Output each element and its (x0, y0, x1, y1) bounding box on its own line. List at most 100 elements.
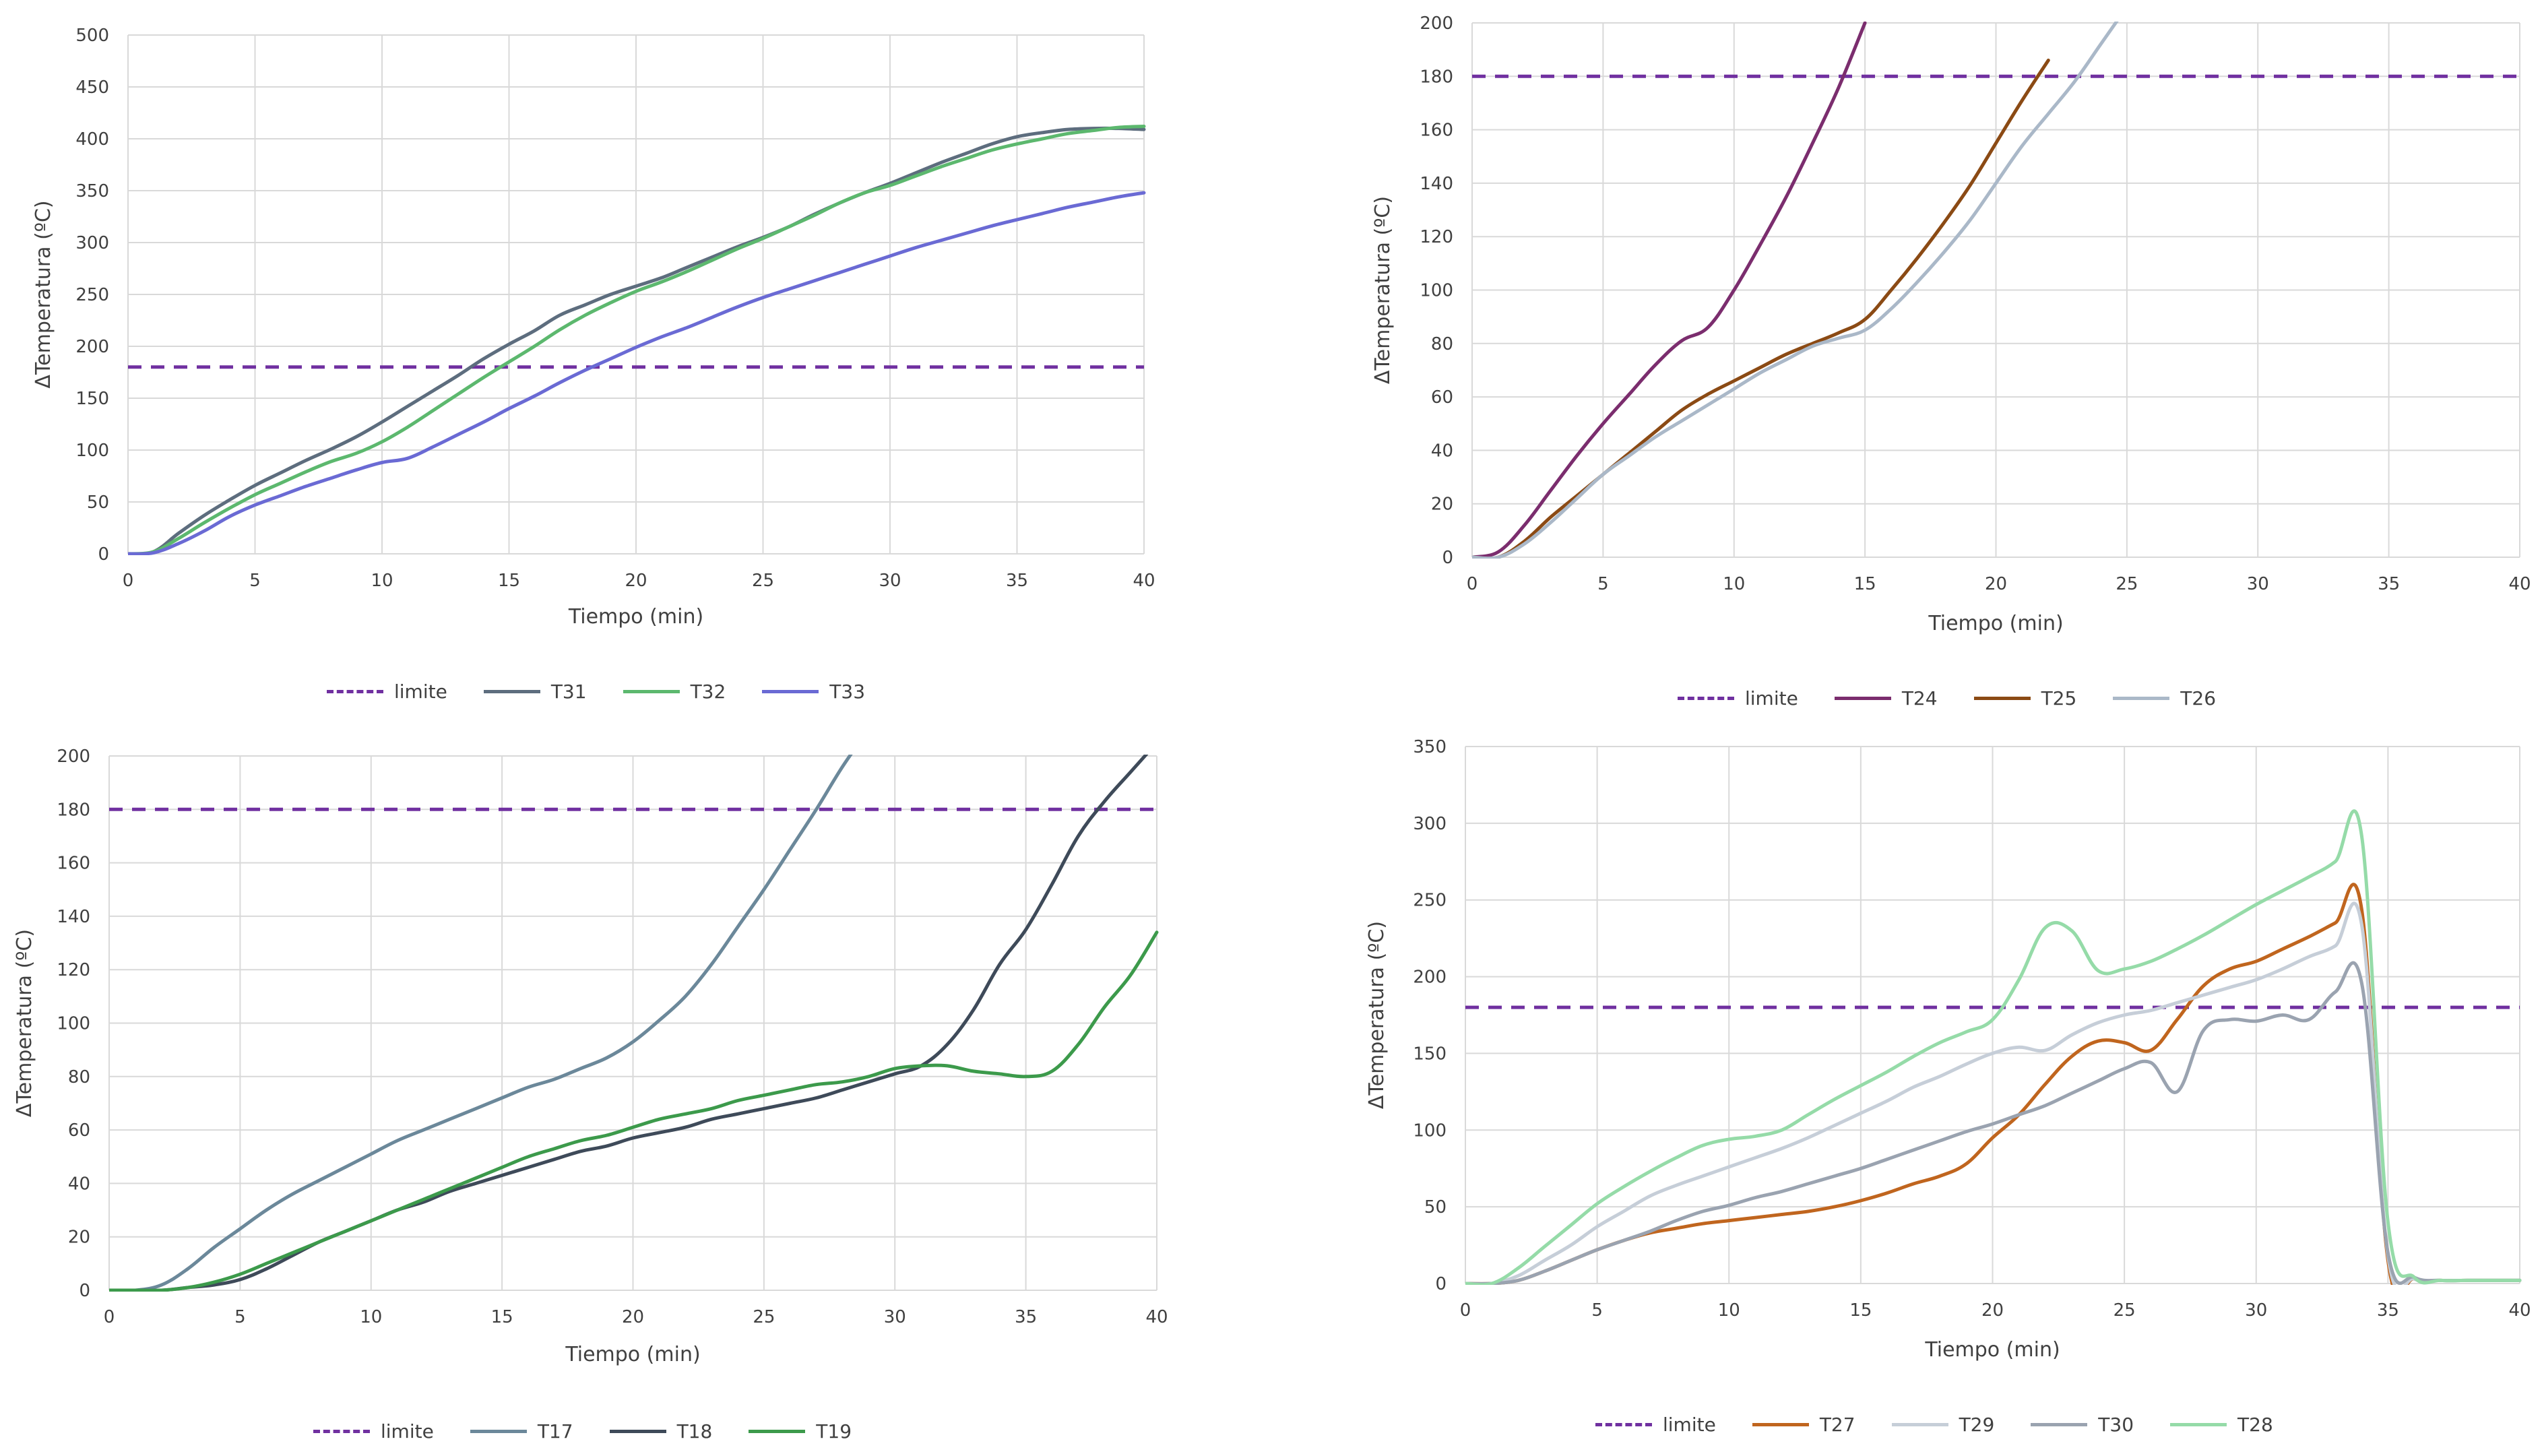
x-tick-label: 25 (753, 1307, 775, 1327)
legend-label: T24 (1901, 687, 1938, 709)
y-tick-label: 150 (75, 389, 109, 409)
legend-swatch (623, 690, 680, 693)
legend-swatch (313, 1430, 370, 1433)
y-tick-label: 200 (1413, 968, 1447, 988)
x-tick-label: 25 (752, 571, 774, 591)
legend-item-t29: T29 (1891, 1414, 1995, 1436)
legend-swatch (1834, 697, 1891, 700)
legend-swatch (483, 690, 540, 693)
x-tick-label: 10 (360, 1307, 382, 1327)
legend-item-t25: T25 (1973, 687, 2077, 709)
legend-swatch (327, 690, 383, 693)
y-axis-label: ΔTemperatura (ºC) (1365, 921, 1389, 1109)
legend-swatch (1595, 1423, 1652, 1426)
legend-3: limite T17 T18 T19 (313, 1420, 852, 1443)
legend-item-limite: limite (313, 1420, 434, 1443)
series-line-t28 (1465, 809, 2522, 1285)
legend-label: T32 (690, 680, 726, 703)
legend-item-t31: T31 (483, 680, 587, 703)
legend-swatch (2031, 1423, 2088, 1426)
legend-swatch (1752, 1423, 1809, 1426)
x-tick-label: 30 (884, 1307, 906, 1327)
legend-label: T29 (1959, 1414, 1995, 1436)
y-tick-label: 150 (1413, 1044, 1447, 1064)
y-tick-label: 500 (75, 26, 109, 46)
x-tick-label: 15 (498, 571, 520, 591)
y-tick-label: 20 (68, 1228, 90, 1248)
series-line-t30 (1465, 961, 2522, 1285)
y-tick-label: 120 (1420, 227, 1453, 247)
legend-item-t30: T30 (2031, 1414, 2134, 1436)
legend-label: T31 (550, 680, 587, 703)
legend-swatch (609, 1430, 666, 1433)
x-tick-label: 35 (2377, 1300, 2399, 1321)
y-tick-label: 250 (75, 285, 109, 305)
y-tick-label: 20 (1431, 495, 1453, 515)
series-line-t25 (1472, 59, 2050, 559)
legend-item-limite: limite (1595, 1414, 1716, 1436)
series-line-t19 (109, 930, 1159, 1292)
x-tick-label: 30 (879, 571, 901, 591)
legend-2: limite T24 T25 T26 (1678, 687, 2216, 709)
y-tick-label: 160 (57, 854, 90, 874)
series-line-t33 (128, 191, 1146, 555)
y-tick-label: 50 (1424, 1197, 1447, 1217)
chart-panel-1: 0 50 100 150 200 250 300 350 400 450 500 0 5 10 15 20 25… (0, 0, 1253, 714)
legend-item-limite: limite (1678, 687, 1798, 709)
y-tick-label: 100 (1420, 281, 1453, 301)
y-tick-label: 300 (1413, 814, 1447, 834)
x-tick-label: 40 (1133, 571, 1155, 591)
legend-item-limite: limite (327, 680, 447, 703)
y-tick-label: 200 (1420, 13, 1453, 34)
x-axis-label: Tiempo (min) (1928, 612, 2063, 635)
x-tick-label: 0 (1460, 1300, 1471, 1321)
legend-label: T30 (2098, 1414, 2134, 1436)
legend-swatch (762, 690, 819, 693)
x-tick-label: 5 (234, 1307, 246, 1327)
y-tick-label: 350 (1413, 737, 1447, 757)
y-tick-label: 120 (57, 960, 90, 980)
y-tick-label: 350 (75, 181, 109, 201)
legend-item-t33: T33 (762, 680, 865, 703)
legend-label: T25 (2041, 687, 2077, 709)
legend-label: T18 (676, 1420, 713, 1443)
x-tick-label: 20 (625, 571, 647, 591)
x-tick-label: 5 (1597, 574, 1609, 594)
x-tick-label: 35 (1006, 571, 1028, 591)
chart-svg: 0 20 40 60 80 100 120 140 160 180 200 0 5 10 15 20 25 30 3… (13, 747, 1168, 1366)
legend-label: limite (394, 680, 447, 703)
y-tick-label: 40 (1431, 441, 1453, 461)
y-tick-label: 140 (1420, 174, 1453, 194)
legend-item-t19: T19 (749, 1420, 852, 1443)
legend-swatch (470, 1430, 527, 1433)
legend-label: T19 (816, 1420, 852, 1443)
y-tick-label: 0 (1442, 548, 1453, 568)
x-tick-label: 10 (371, 571, 393, 591)
y-tick-label: 250 (1413, 891, 1447, 911)
x-tick-label: 40 (2508, 1300, 2531, 1321)
y-tick-label: 40 (68, 1174, 90, 1194)
x-tick-label: 30 (2245, 1300, 2267, 1321)
legend-item-t27: T27 (1752, 1414, 1855, 1436)
y-tick-label: 100 (57, 1014, 90, 1034)
x-tick-label: 15 (491, 1307, 513, 1327)
x-tick-label: 10 (1723, 574, 1745, 594)
series-line-t32 (128, 125, 1146, 555)
series-line-t24 (1472, 22, 1867, 559)
x-tick-label: 0 (123, 571, 134, 591)
series-line-t17 (109, 755, 853, 1292)
x-tick-label: 15 (1849, 1300, 1872, 1321)
series-line-t18 (109, 755, 1149, 1292)
x-tick-label: 10 (1718, 1300, 1740, 1321)
y-tick-label: 200 (57, 747, 90, 767)
x-tick-label: 5 (249, 571, 261, 591)
y-tick-label: 100 (1413, 1120, 1447, 1141)
x-tick-label: 20 (1985, 574, 2007, 594)
legend-label: T28 (2237, 1414, 2273, 1436)
legend-label: limite (381, 1420, 434, 1443)
y-tick-label: 450 (75, 77, 109, 98)
x-tick-label: 35 (2378, 574, 2400, 594)
legend-swatch (749, 1430, 806, 1433)
y-tick-label: 0 (79, 1281, 90, 1301)
